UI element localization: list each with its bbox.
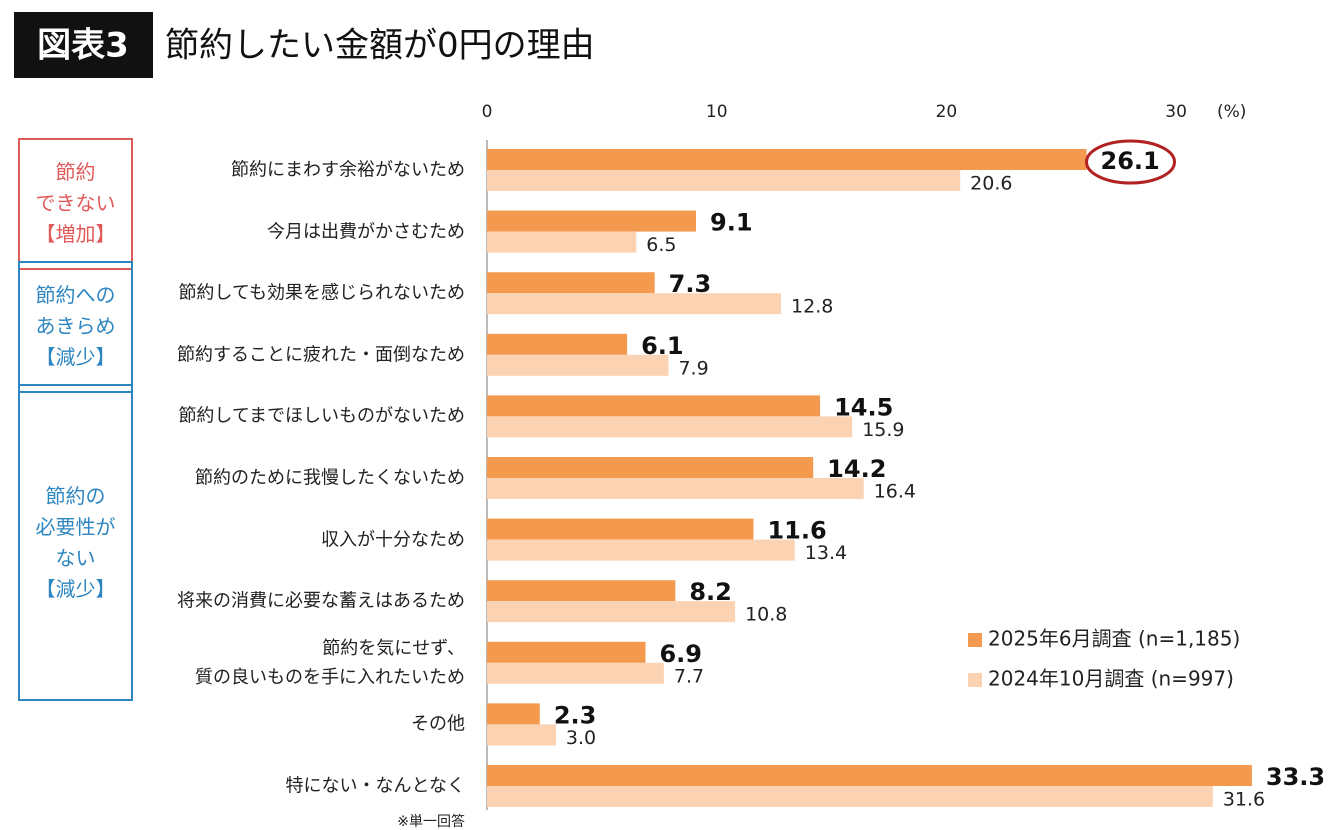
bar [487, 662, 664, 684]
category-label: その他 [411, 713, 465, 735]
value-label: 16.4 [874, 481, 916, 503]
category-label: 特にない・なんとなく [285, 775, 465, 797]
category-label: 節約のために我慢したくないため [195, 467, 465, 489]
category-label: 節約することに疲れた・面倒なため [177, 344, 465, 366]
x-tick-label: 30 [1165, 102, 1187, 122]
value-label: 33.3 [1266, 763, 1325, 791]
value-label: 9.1 [710, 209, 753, 237]
x-tick-label: 20 [936, 102, 958, 122]
value-label: 15.9 [862, 419, 904, 441]
note: ※単一回答 [397, 814, 465, 830]
category-label: 将来の消費に必要な蓄えはあるため [177, 590, 465, 612]
category-label: 今月は出費がかさむため [267, 221, 465, 243]
bar [487, 724, 556, 746]
bar [487, 641, 646, 663]
bar [487, 416, 853, 438]
bar [487, 272, 655, 294]
value-label: 6.5 [646, 234, 676, 256]
value-label: 20.6 [970, 173, 1012, 195]
badge: 図表3 [37, 26, 129, 66]
legend-swatch [968, 673, 982, 687]
value-label: 3.0 [566, 727, 596, 749]
value-label: 10.8 [745, 604, 787, 626]
category-label: 節約を気にせず、 質の良いものを手に入れたいため [195, 637, 465, 688]
category-label: 節約しても効果を感じられないため [178, 282, 465, 304]
value-label: 7.7 [674, 665, 704, 687]
bar [487, 231, 637, 253]
x-tick-label: 0 [482, 102, 493, 122]
value-label: 2.3 [554, 701, 597, 729]
bar [487, 518, 754, 540]
bar [487, 333, 628, 355]
bar [487, 765, 1252, 786]
category-label: 収入が十分なため [321, 529, 465, 551]
group-box: 節約の 必要性が ない 【減少】 [18, 384, 133, 701]
value-label: 12.8 [791, 296, 833, 318]
bar [487, 457, 814, 478]
value-label: 7.9 [678, 357, 708, 379]
chart-title: 節約したい金額が0円の理由 [165, 26, 595, 66]
bar [487, 703, 540, 725]
x-tick-label: 10 [706, 102, 728, 122]
badge-box [14, 12, 153, 78]
bar [487, 478, 864, 499]
value-label: 6.9 [659, 640, 702, 668]
group-box: 節約 できない 【増加】 [18, 138, 133, 270]
bar [487, 580, 676, 602]
legend-label: 2024年10月調査 (n=997) [988, 667, 1234, 691]
legend-swatch [968, 633, 982, 647]
bar [487, 601, 736, 623]
group-box: 節約への あきらめ 【減少】 [18, 261, 133, 393]
x-axis-unit: (%) [1217, 102, 1246, 122]
highlight-circle [1085, 139, 1177, 185]
bar [487, 395, 821, 417]
bar [487, 354, 669, 376]
value-label: 13.4 [805, 542, 847, 564]
bar [487, 170, 961, 191]
bar [487, 539, 795, 561]
legend-label: 2025年6月調査 (n=1,185) [988, 627, 1240, 651]
bar [487, 210, 697, 232]
category-label: 節約にまわす余裕がないため [231, 159, 465, 181]
value-label: 26.1 [1101, 147, 1160, 175]
bar [487, 293, 782, 315]
value-label: 31.6 [1223, 789, 1265, 811]
category-label: 節約してまでほしいものがないため [178, 405, 465, 427]
bar [487, 786, 1213, 807]
bar [487, 149, 1087, 170]
